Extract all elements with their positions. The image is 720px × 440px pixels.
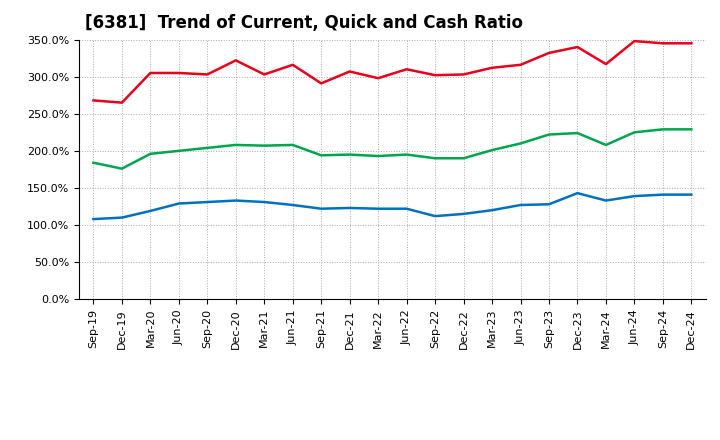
- Cash Ratio: [687, 192, 696, 197]
- Current Ratio: [89, 98, 98, 103]
- Quick Ratio: [346, 152, 354, 157]
- Quick Ratio: [317, 153, 325, 158]
- Cash Ratio: [260, 199, 269, 205]
- Cash Ratio: [630, 194, 639, 199]
- Cash Ratio: [602, 198, 611, 203]
- Current Ratio: [630, 38, 639, 44]
- Cash Ratio: [431, 213, 439, 219]
- Quick Ratio: [374, 154, 382, 159]
- Cash Ratio: [117, 215, 126, 220]
- Cash Ratio: [146, 208, 155, 213]
- Quick Ratio: [545, 132, 554, 137]
- Current Ratio: [289, 62, 297, 67]
- Current Ratio: [174, 70, 183, 76]
- Quick Ratio: [289, 142, 297, 147]
- Quick Ratio: [232, 142, 240, 147]
- Current Ratio: [374, 76, 382, 81]
- Cash Ratio: [346, 205, 354, 211]
- Cash Ratio: [289, 202, 297, 208]
- Current Ratio: [117, 100, 126, 105]
- Cash Ratio: [232, 198, 240, 203]
- Cash Ratio: [487, 208, 496, 213]
- Current Ratio: [602, 62, 611, 67]
- Current Ratio: [346, 69, 354, 74]
- Line: Cash Ratio: Cash Ratio: [94, 193, 691, 219]
- Line: Quick Ratio: Quick Ratio: [94, 129, 691, 169]
- Quick Ratio: [630, 130, 639, 135]
- Text: [6381]  Trend of Current, Quick and Cash Ratio: [6381] Trend of Current, Quick and Cash …: [86, 15, 523, 33]
- Current Ratio: [317, 81, 325, 86]
- Quick Ratio: [260, 143, 269, 148]
- Cash Ratio: [317, 206, 325, 211]
- Quick Ratio: [174, 148, 183, 154]
- Quick Ratio: [117, 166, 126, 171]
- Quick Ratio: [573, 130, 582, 136]
- Current Ratio: [516, 62, 525, 67]
- Current Ratio: [232, 58, 240, 63]
- Current Ratio: [687, 40, 696, 46]
- Current Ratio: [545, 50, 554, 55]
- Quick Ratio: [402, 152, 411, 157]
- Quick Ratio: [459, 156, 468, 161]
- Quick Ratio: [203, 145, 212, 150]
- Current Ratio: [402, 66, 411, 72]
- Quick Ratio: [516, 141, 525, 146]
- Quick Ratio: [687, 127, 696, 132]
- Cash Ratio: [89, 216, 98, 222]
- Current Ratio: [203, 72, 212, 77]
- Current Ratio: [487, 65, 496, 70]
- Quick Ratio: [659, 127, 667, 132]
- Quick Ratio: [146, 151, 155, 157]
- Cash Ratio: [659, 192, 667, 197]
- Cash Ratio: [203, 199, 212, 205]
- Line: Current Ratio: Current Ratio: [94, 41, 691, 103]
- Quick Ratio: [487, 147, 496, 153]
- Cash Ratio: [545, 202, 554, 207]
- Cash Ratio: [459, 211, 468, 216]
- Current Ratio: [573, 44, 582, 50]
- Current Ratio: [459, 72, 468, 77]
- Quick Ratio: [431, 156, 439, 161]
- Cash Ratio: [374, 206, 382, 211]
- Current Ratio: [260, 72, 269, 77]
- Current Ratio: [146, 70, 155, 76]
- Cash Ratio: [573, 191, 582, 196]
- Current Ratio: [431, 73, 439, 78]
- Cash Ratio: [402, 206, 411, 211]
- Quick Ratio: [89, 160, 98, 165]
- Cash Ratio: [516, 202, 525, 208]
- Current Ratio: [659, 40, 667, 46]
- Cash Ratio: [174, 201, 183, 206]
- Quick Ratio: [602, 142, 611, 147]
